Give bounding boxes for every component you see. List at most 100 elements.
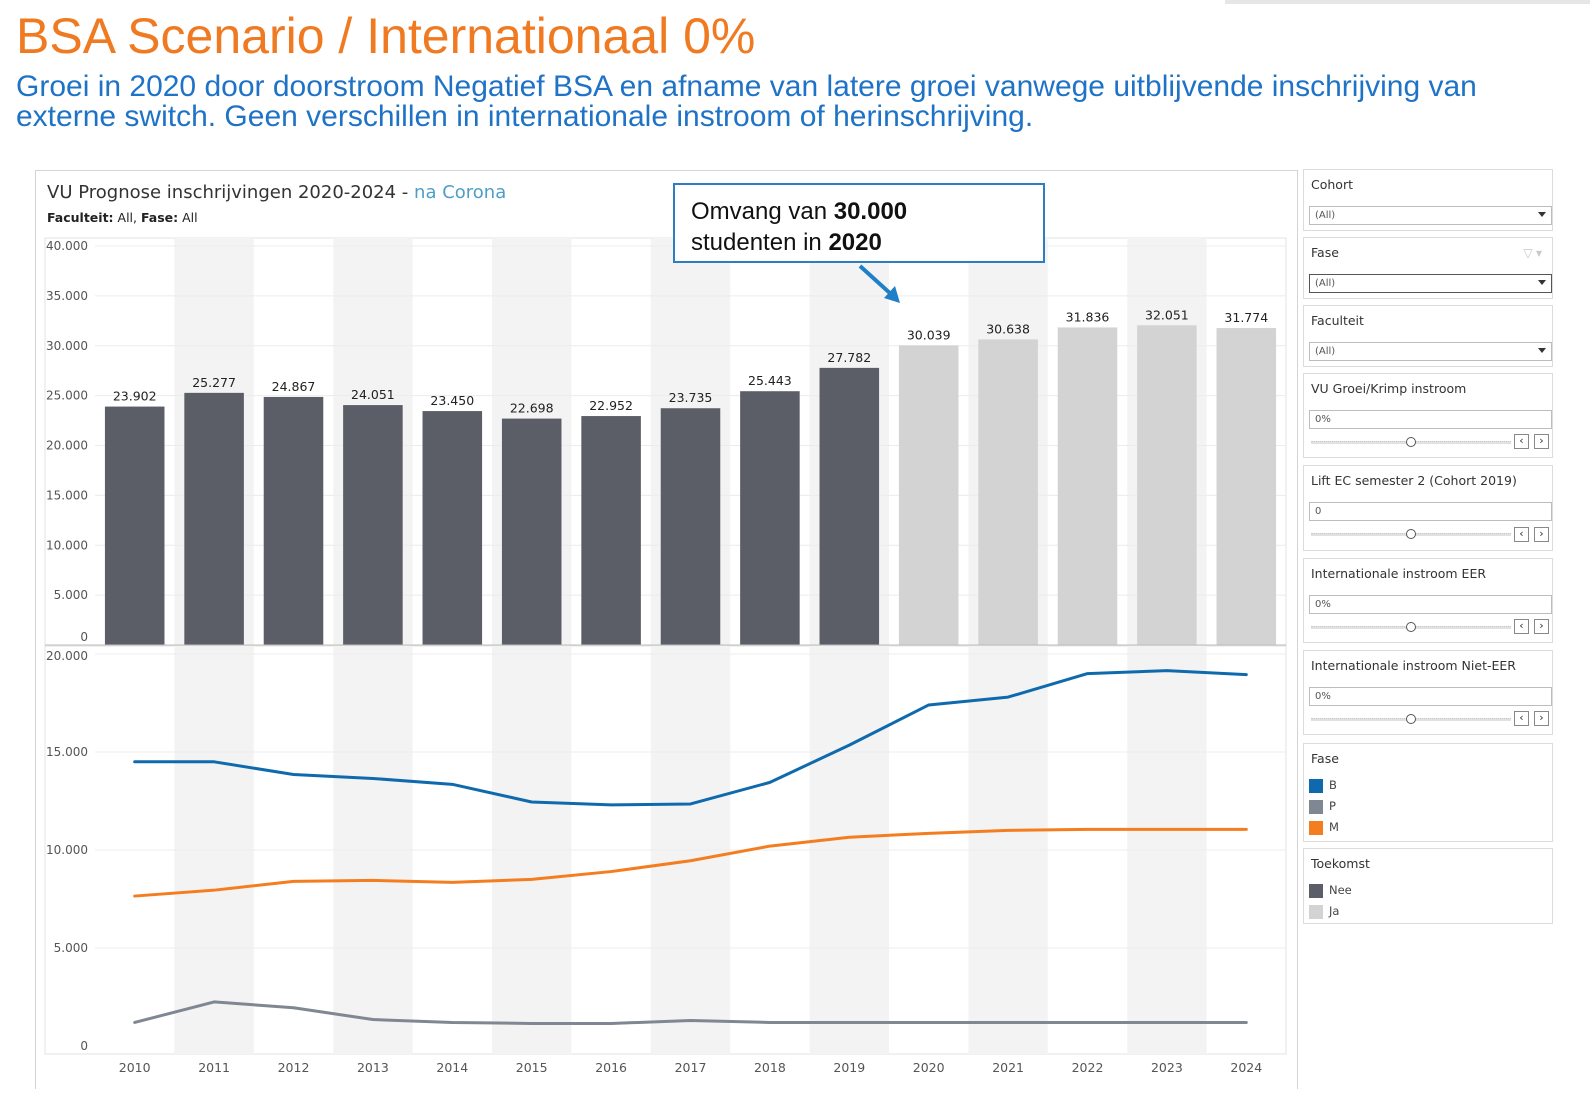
- x-tick-label: 2020: [913, 1060, 945, 1075]
- legend-label-b: B: [1329, 778, 1337, 792]
- bar: [343, 405, 403, 645]
- legend-label-m: M: [1329, 820, 1339, 834]
- bar: [104, 406, 165, 645]
- bar: [263, 396, 324, 645]
- bar: [581, 416, 641, 645]
- slider-thumb[interactable]: [1406, 714, 1416, 724]
- filter-faculteit: Faculteit (All): [1303, 305, 1553, 367]
- bar: [898, 345, 959, 645]
- chevron-down-icon: [1538, 348, 1546, 353]
- lift-prev-button[interactable]: ‹: [1514, 527, 1529, 542]
- x-tick-label: 2013: [357, 1060, 389, 1075]
- x-tick-label: 2022: [1072, 1060, 1104, 1075]
- eer-input[interactable]: 0%: [1309, 595, 1552, 614]
- bar-value-label: 30.638: [986, 321, 1030, 336]
- param-lift-title: Lift EC semester 2 (Cohort 2019): [1311, 473, 1517, 488]
- lift-next-button[interactable]: ›: [1534, 527, 1549, 542]
- legend-label-p: P: [1329, 799, 1336, 813]
- nieteer-next-button[interactable]: ›: [1534, 711, 1549, 726]
- bar: [184, 392, 244, 645]
- slider-thumb[interactable]: [1406, 622, 1416, 632]
- callout-line2-bold: 2020: [828, 229, 882, 256]
- filter-cohort: Cohort (All): [1303, 169, 1553, 231]
- series-line-p: [133, 1000, 1248, 1025]
- meta-fase-value: All: [178, 210, 198, 225]
- param-groei: VU Groei/Krimp instroom 0% ‹ ›: [1303, 373, 1553, 458]
- meta-faculteit-value: All,: [113, 210, 141, 225]
- bar: [1137, 325, 1197, 645]
- faculteit-dropdown[interactable]: (All): [1309, 342, 1552, 361]
- bar-value-label: 25.277: [192, 375, 236, 390]
- legend-fase-title: Fase: [1311, 751, 1339, 766]
- fase-dropdown-value: (All): [1315, 278, 1336, 289]
- bar-value-label: 32.051: [1145, 307, 1189, 322]
- legend-toekomst-title: Toekomst: [1311, 856, 1370, 871]
- swatch-m: [1309, 820, 1323, 835]
- bar-value-label: 23.902: [113, 389, 157, 404]
- legend-item-m[interactable]: M: [1309, 820, 1339, 836]
- slider-thumb[interactable]: [1406, 529, 1416, 539]
- callout-arrow-shaft: [858, 264, 894, 297]
- bar-ytick-label: 20.000: [46, 439, 88, 453]
- cohort-dropdown-value: (All): [1315, 210, 1336, 221]
- callout-line1-bold: 30.000: [833, 198, 908, 225]
- x-tick-label: 2015: [516, 1060, 548, 1075]
- line-ytick-label: 0: [80, 1039, 88, 1053]
- legend-item-ja[interactable]: Ja: [1309, 904, 1339, 920]
- legend-label-ja: Ja: [1329, 904, 1340, 918]
- legend-item-nee[interactable]: Nee: [1309, 883, 1352, 899]
- lift-slider[interactable]: [1311, 529, 1511, 539]
- nieteer-slider[interactable]: [1311, 714, 1511, 724]
- meta-faculteit-label: Faculteit:: [47, 210, 114, 225]
- groei-slider[interactable]: [1311, 437, 1511, 447]
- bar-value-label: 31.836: [1066, 309, 1110, 324]
- bar-value-label: 23.735: [669, 390, 713, 405]
- viz-meta: Faculteit: All, Fase: All: [47, 210, 198, 225]
- eer-prev-button[interactable]: ‹: [1514, 619, 1529, 634]
- eer-next-button[interactable]: ›: [1534, 619, 1549, 634]
- x-tick-label: 2011: [198, 1060, 230, 1075]
- callout-arrow-head: [884, 286, 900, 303]
- nieteer-prev-button[interactable]: ‹: [1514, 711, 1529, 726]
- bar: [660, 408, 721, 645]
- x-tick-label: 2016: [595, 1060, 627, 1075]
- viz-title: VU Prognose inschrijvingen 2020-2024 - n…: [47, 182, 506, 203]
- cohort-dropdown[interactable]: (All): [1309, 206, 1552, 225]
- groei-next-button[interactable]: ›: [1534, 434, 1549, 449]
- bar: [819, 367, 880, 645]
- bar-value-label: 23.450: [430, 393, 474, 408]
- bar-value-label: 24.867: [272, 379, 316, 394]
- series-line-b: [133, 669, 1248, 807]
- line-ytick-label: 15.000: [46, 745, 88, 759]
- eer-slider[interactable]: [1311, 622, 1511, 632]
- bar-ytick-label: 35.000: [46, 289, 88, 303]
- bar-value-label: 24.051: [351, 387, 395, 402]
- legend-item-b[interactable]: B: [1309, 778, 1337, 794]
- legend-fase: Fase B P M: [1303, 743, 1553, 842]
- bar-value-label: 25.443: [748, 373, 792, 388]
- slider-thumb[interactable]: [1406, 437, 1416, 447]
- groei-input[interactable]: 0%: [1309, 410, 1552, 429]
- faculteit-dropdown-value: (All): [1315, 346, 1336, 357]
- line-ytick-label: 20.000: [46, 649, 88, 663]
- filter-fase-title: Fase: [1311, 245, 1339, 260]
- line-ytick-label: 10.000: [46, 843, 88, 857]
- annotation-callout: Omvang van 30.000 studenten in 2020: [673, 183, 1045, 263]
- nieteer-input[interactable]: 0%: [1309, 687, 1552, 706]
- viz-title-main: VU Prognose inschrijvingen 2020-2024 -: [47, 182, 415, 203]
- bar-ytick-label: 15.000: [46, 488, 88, 502]
- x-tick-label: 2017: [675, 1060, 707, 1075]
- legend-item-p[interactable]: P: [1309, 799, 1336, 815]
- fase-dropdown[interactable]: (All): [1309, 274, 1552, 293]
- bar: [422, 411, 483, 645]
- filter-funnel-icon[interactable]: ▽ ▾: [1523, 246, 1542, 260]
- line-ytick-label: 5.000: [54, 941, 88, 955]
- param-groei-title: VU Groei/Krimp instroom: [1311, 381, 1467, 396]
- chevron-down-icon: [1538, 280, 1546, 285]
- lift-input[interactable]: 0: [1309, 502, 1552, 521]
- swatch-p: [1309, 799, 1323, 814]
- bar-ytick-label: 10.000: [46, 538, 88, 552]
- series-line-m: [133, 827, 1248, 898]
- groei-prev-button[interactable]: ‹: [1514, 434, 1529, 449]
